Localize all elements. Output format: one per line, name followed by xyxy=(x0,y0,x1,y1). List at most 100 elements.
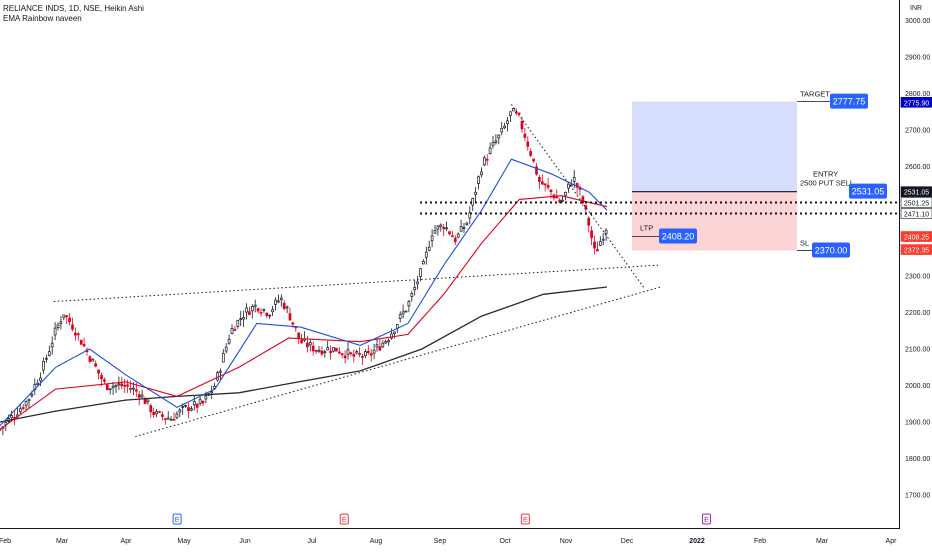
price-tick-label: 2000.00 xyxy=(905,383,930,390)
candle-body xyxy=(535,166,538,175)
candle-body xyxy=(485,158,489,161)
ema-red-line xyxy=(0,195,608,430)
candle-body xyxy=(590,230,593,238)
target-value: 2777.75 xyxy=(833,97,866,107)
candle-body xyxy=(219,370,222,373)
price-tick-label: 2300.00 xyxy=(905,274,930,281)
candle-body xyxy=(546,185,550,188)
candle-body xyxy=(561,199,564,202)
candle-body xyxy=(172,418,176,421)
price-tag-box xyxy=(900,197,932,208)
candle-body xyxy=(21,407,25,409)
candle-body xyxy=(129,388,132,390)
candle-body xyxy=(204,395,208,400)
candle-body xyxy=(100,375,103,380)
trendline xyxy=(53,264,661,303)
price-tick-label: 2200.00 xyxy=(905,310,930,317)
candle-body xyxy=(239,318,243,320)
candle-body xyxy=(300,339,303,344)
candle-body xyxy=(593,241,596,249)
candle-body xyxy=(326,347,330,351)
candle-body xyxy=(68,317,71,322)
candle-body xyxy=(598,241,602,246)
candle-body xyxy=(346,349,350,355)
time-axis: Feb Mar Apr May Jun Jul Aug Sep Oct Nov Dec 2022 Feb… xyxy=(0,538,897,545)
candle-body xyxy=(364,351,367,357)
candle-body xyxy=(459,226,463,232)
candle-body xyxy=(50,342,54,348)
price-scale-tags: 2775.90 2531.05 2501.25 2471.10 2408.25 2372.… xyxy=(900,96,932,255)
candle-body xyxy=(555,196,559,199)
candle-body xyxy=(494,140,498,143)
candle-body xyxy=(97,369,100,374)
time-tick-label: Jul xyxy=(308,538,317,545)
candle-body xyxy=(262,308,266,311)
candle-body xyxy=(36,382,40,385)
candle-body xyxy=(366,350,370,354)
candle-body xyxy=(108,388,112,391)
time-tick-label: Feb xyxy=(0,538,11,545)
candle-body xyxy=(24,401,28,406)
candle-body xyxy=(184,404,187,407)
candle-body xyxy=(549,189,553,192)
candle-body xyxy=(224,346,228,352)
risk-zone xyxy=(632,191,797,251)
candle-body xyxy=(323,351,327,354)
candle-body xyxy=(532,158,535,162)
candle-body xyxy=(517,112,521,115)
candle-body xyxy=(456,233,460,238)
candle-body xyxy=(311,345,315,352)
earnings-marker-box xyxy=(339,513,349,525)
candle-body xyxy=(314,350,318,352)
candle-body xyxy=(279,297,283,300)
time-tick-label: Aug xyxy=(370,538,383,545)
candle-body xyxy=(27,398,31,402)
candle-body xyxy=(430,235,434,242)
price-tag-box xyxy=(900,186,932,197)
entry-value-box xyxy=(849,183,887,199)
time-tick-label: Feb xyxy=(754,538,766,545)
candle-body xyxy=(10,415,13,419)
price-tag-box xyxy=(900,96,932,108)
candle-body xyxy=(152,411,156,415)
candle-body xyxy=(271,309,274,313)
candle-body xyxy=(520,120,524,130)
time-tick-label: Mar xyxy=(816,538,829,545)
candle-body xyxy=(18,408,22,413)
candle-body xyxy=(274,299,277,305)
candle-body xyxy=(462,227,466,230)
price-tick-label: 2800.00 xyxy=(905,91,930,98)
candle-body xyxy=(236,320,240,327)
candle-body xyxy=(265,312,269,316)
candle-body xyxy=(387,340,390,343)
ltp-value-box xyxy=(659,228,697,244)
ema-black-line xyxy=(0,286,608,423)
candle-body xyxy=(59,321,63,324)
ema-blue-line xyxy=(0,158,608,426)
candle-body xyxy=(103,379,106,382)
ltp-label: LTP xyxy=(640,224,653,233)
candle-body xyxy=(491,142,495,146)
candle-body xyxy=(581,196,585,204)
earnings-marker-box xyxy=(701,513,711,525)
candle-body xyxy=(306,342,309,348)
candle-body xyxy=(474,191,477,195)
ltp-value: 2408.20 xyxy=(662,232,695,242)
candle-body xyxy=(477,176,480,184)
candle-body xyxy=(587,217,591,226)
candle-body xyxy=(416,281,419,285)
price-tick-label: 2900.00 xyxy=(905,55,930,62)
candle-body xyxy=(596,249,599,252)
price-tick-label: 3000.00 xyxy=(905,18,930,25)
candle-body xyxy=(523,133,527,138)
candle-body xyxy=(192,401,196,406)
price-tag-box xyxy=(900,244,932,255)
candle-body xyxy=(161,414,164,417)
price-tag: 2372.35 xyxy=(904,248,929,255)
candle-body xyxy=(308,342,312,346)
candle-body xyxy=(422,261,425,265)
candle-body xyxy=(210,391,214,394)
price-tag: 2531.05 xyxy=(904,190,929,197)
